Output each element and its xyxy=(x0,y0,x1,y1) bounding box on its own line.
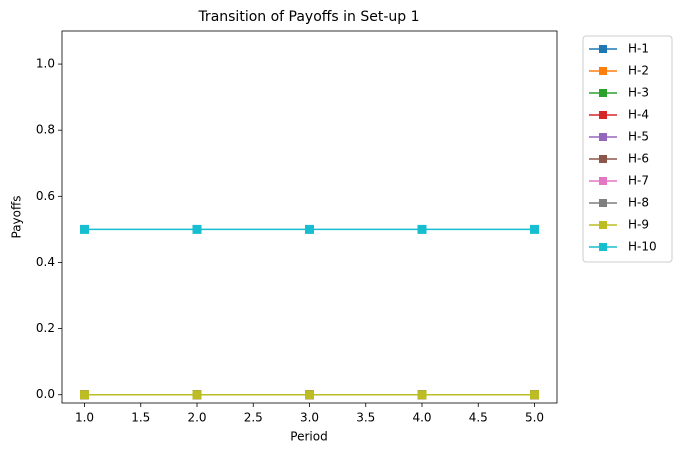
x-tick-label: 5.0 xyxy=(525,411,544,425)
legend-label: H-3 xyxy=(628,86,649,100)
x-tick-label: 2.5 xyxy=(244,411,263,425)
series-marker xyxy=(530,390,539,400)
legend-label: H-2 xyxy=(628,64,649,78)
legend-marker xyxy=(599,111,607,119)
series-marker xyxy=(417,224,427,234)
y-tick-label: 0.6 xyxy=(36,189,55,203)
x-tick-label: 1.0 xyxy=(75,411,94,425)
series-marker xyxy=(530,224,539,234)
legend-marker xyxy=(599,133,607,141)
legend-marker xyxy=(599,89,607,97)
chart-title: Transition of Payoffs in Set-up 1 xyxy=(197,9,419,25)
x-tick-label: 2.0 xyxy=(187,411,206,425)
legend-label: H-8 xyxy=(628,196,649,210)
legend-marker xyxy=(599,177,607,185)
series-marker xyxy=(305,224,314,234)
legend-marker xyxy=(599,243,607,251)
x-tick-label: 4.5 xyxy=(469,411,488,425)
legend-marker xyxy=(599,67,607,75)
y-axis-label: Payoffs xyxy=(10,195,24,238)
y-tick-label: 0.0 xyxy=(36,387,55,401)
x-tick-label: 1.5 xyxy=(131,411,150,425)
legend-marker xyxy=(599,221,607,229)
legend-marker xyxy=(599,199,607,207)
x-tick-label: 3.0 xyxy=(300,411,319,425)
legend-label: H-5 xyxy=(628,130,649,144)
x-axis-label: Period xyxy=(290,430,327,444)
series-marker xyxy=(192,224,202,234)
legend-marker xyxy=(599,155,607,163)
y-tick-label: 0.2 xyxy=(36,321,55,335)
x-tick-label: 4.0 xyxy=(412,411,431,425)
y-tick-label: 1.0 xyxy=(36,57,55,71)
legend-label: H-4 xyxy=(628,108,649,122)
legend-label: H-10 xyxy=(628,240,657,254)
legend-marker xyxy=(599,45,607,53)
series-marker xyxy=(305,390,314,400)
y-tick-label: 0.4 xyxy=(36,255,55,269)
series-marker xyxy=(192,390,202,400)
legend-label: H-7 xyxy=(628,174,649,188)
legend-label: H-6 xyxy=(628,152,649,166)
series-marker xyxy=(417,390,427,400)
y-tick-label: 0.8 xyxy=(36,123,55,137)
plot-area xyxy=(61,30,558,404)
series-marker xyxy=(80,224,89,234)
series-marker xyxy=(80,390,89,400)
legend-label: H-9 xyxy=(628,218,649,232)
legend-label: H-1 xyxy=(628,42,649,56)
x-tick-label: 3.5 xyxy=(356,411,375,425)
